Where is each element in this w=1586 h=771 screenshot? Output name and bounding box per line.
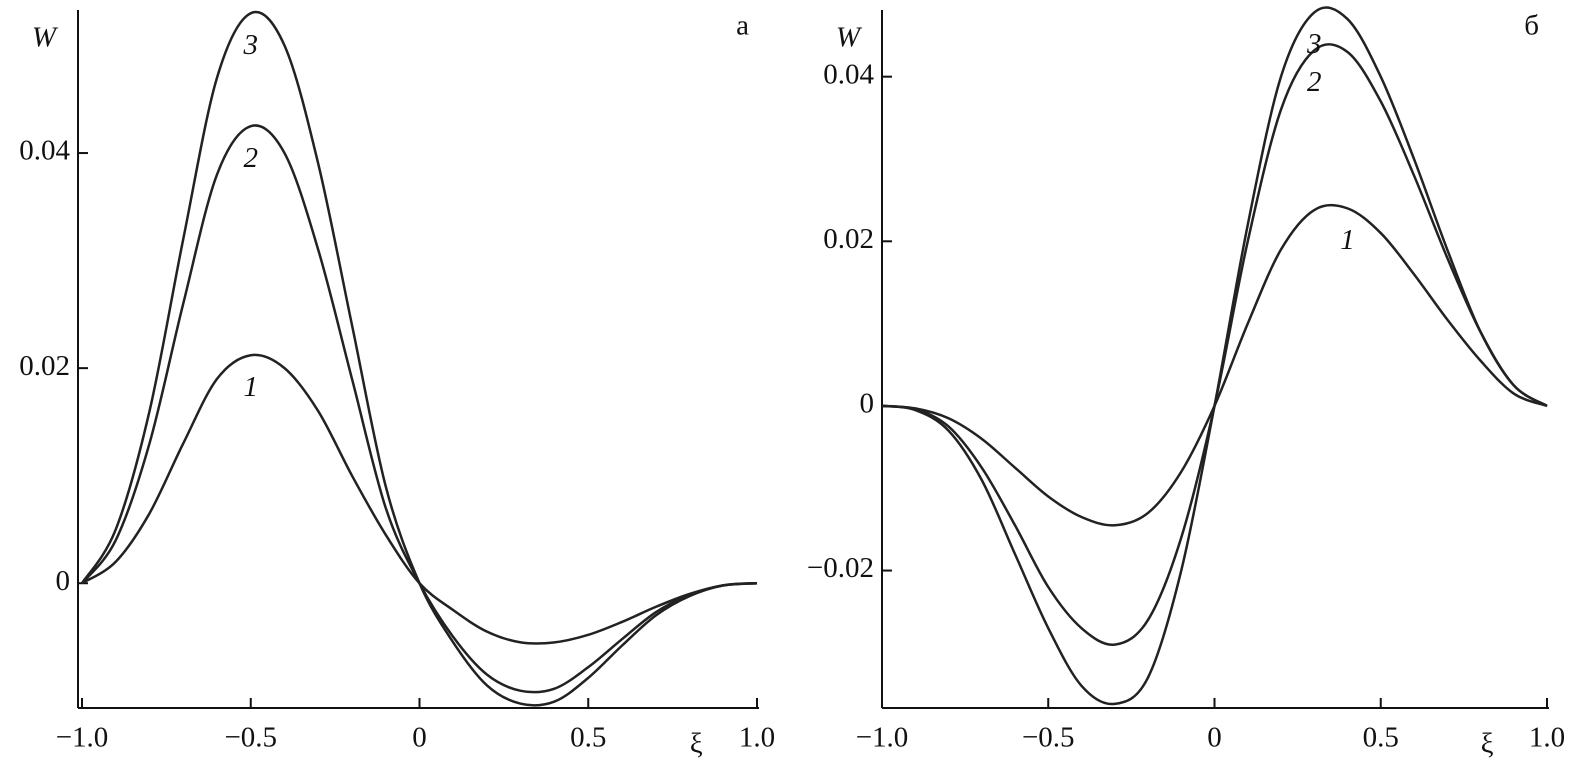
curve-label: 2: [1307, 66, 1322, 98]
x-tick-label: −0.5: [224, 722, 277, 754]
x-tick-label: 0: [1207, 722, 1222, 754]
panel-label: а: [736, 10, 749, 42]
curve-label: 2: [244, 142, 259, 174]
curve-label: 1: [244, 371, 259, 403]
y-tick-label: 0: [860, 388, 875, 420]
curve: [81, 124, 758, 694]
y-tick-label: 0.04: [19, 135, 70, 167]
x-tick-label: 0.5: [1363, 722, 1399, 754]
x-tick-label: 0: [412, 722, 427, 754]
panel-label: б: [1524, 10, 1539, 42]
y-axis-label: W: [836, 22, 863, 54]
curve: [881, 6, 1548, 706]
x-tick-label: −0.5: [1022, 722, 1075, 754]
y-axis-label: W: [32, 22, 59, 54]
x-tick-label: −1.0: [56, 722, 109, 754]
curve: [80, 10, 758, 707]
y-tick-label: 0: [56, 565, 71, 597]
y-tick-label: −0.02: [807, 552, 874, 584]
curve-label: 3: [1306, 28, 1322, 60]
curve-label: 3: [243, 29, 259, 61]
y-tick-label: 0.02: [823, 223, 874, 255]
curve: [81, 353, 758, 645]
x-axis-label: ξ: [690, 728, 703, 760]
x-tick-label: 0.5: [570, 722, 606, 754]
y-tick-label: 0.02: [19, 350, 70, 382]
x-tick-label: −1.0: [856, 722, 909, 754]
x-axis-label: ξ: [1481, 728, 1494, 760]
curve: [881, 43, 1548, 646]
curve: [881, 203, 1548, 527]
x-tick-label: 1.0: [739, 722, 775, 754]
y-tick-label: 0.04: [823, 58, 874, 90]
x-tick-label: 1.0: [1529, 722, 1565, 754]
curve-label: 1: [1340, 224, 1355, 256]
